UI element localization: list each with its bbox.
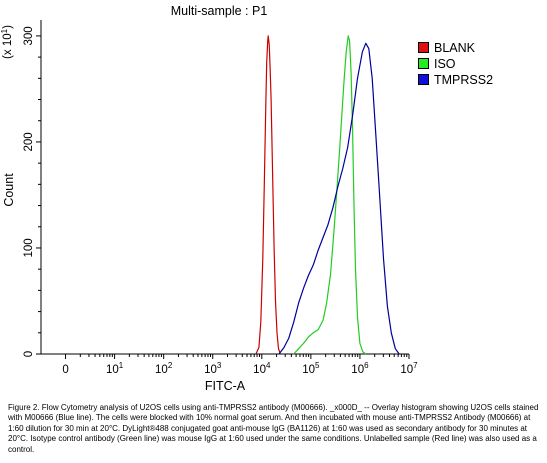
y-tick-label: 300 [23, 26, 35, 45]
legend-label-tmprss2: TMPRSS2 [434, 72, 494, 87]
x-tick-label: 107 [400, 361, 418, 376]
x-tick-base: 10 [351, 364, 364, 376]
x-tick-exp: 1 [119, 361, 124, 370]
legend-item-tmprss2: TMPRSS2 [418, 72, 538, 87]
x-tick-exp: 4 [266, 361, 271, 370]
x-tick-exp: 2 [168, 361, 173, 370]
series-line-iso [293, 35, 367, 355]
x-tick-label: 105 [302, 361, 320, 376]
y-scale-base: (x 10 [2, 33, 14, 59]
legend-item-iso: ISO [418, 56, 538, 71]
y-scale-end: ) [2, 25, 14, 29]
legend-label-iso: ISO [434, 56, 456, 71]
figure-caption: Figure 2. Flow Cytometry analysis of U2O… [8, 403, 539, 454]
histogram-chart: Multi-sample : P1 (x 101) Count FITC-A 0… [0, 4, 418, 393]
y-tick-label: 0 [23, 351, 35, 357]
y-tick-label: 200 [23, 132, 35, 151]
series-line-tmprss2 [278, 42, 400, 355]
y-axis-label: Count [2, 173, 16, 207]
legend-swatch-iso [418, 58, 429, 69]
legend-label-blank: BLANK [434, 40, 475, 55]
x-tick-label: 102 [155, 361, 173, 376]
x-tick-label: 0 [62, 364, 68, 376]
x-tick-exp: 3 [217, 361, 222, 370]
series-layer [255, 35, 400, 355]
x-tick-base: 10 [204, 364, 217, 376]
x-tick-exp: 5 [315, 361, 320, 370]
series-line-blank [255, 35, 281, 355]
y-tick-label: 100 [23, 238, 35, 257]
legend-item-blank: BLANK [418, 40, 538, 55]
x-tick-exp: 6 [364, 361, 369, 370]
legend: BLANK ISO TMPRSS2 [418, 40, 538, 88]
chart-title: Multi-sample : P1 [171, 4, 268, 18]
x-tick-label: 101 [106, 361, 124, 376]
legend-swatch-tmprss2 [418, 74, 429, 85]
x-tick-base: 10 [155, 364, 168, 376]
y-scale-exp: 1 [0, 28, 9, 33]
legend-swatch-blank [418, 42, 429, 53]
x-tick-base: 10 [400, 364, 413, 376]
x-tick-base: 10 [106, 364, 119, 376]
x-tick-label: 106 [351, 361, 369, 376]
x-tick-label: 104 [253, 361, 271, 376]
x-tick-base: 10 [302, 364, 315, 376]
x-tick-label: 103 [204, 361, 222, 376]
x-tick-exp: 7 [413, 361, 418, 370]
y-scale-note: (x 101) [0, 25, 14, 59]
x-tick-base: 0 [62, 364, 68, 376]
x-axis-label: FITC-A [205, 379, 246, 393]
x-tick-base: 10 [253, 364, 266, 376]
